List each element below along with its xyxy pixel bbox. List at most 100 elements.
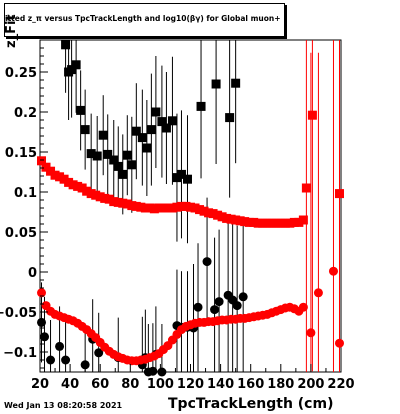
data-point-square [267,218,277,228]
x-tick-label: 160 [237,377,264,392]
data-point-square [41,162,51,172]
data-point-square [146,125,156,135]
data-point-square [55,172,65,182]
data-point-square [91,190,101,200]
y-axis-label: z_Fit [4,14,19,48]
data-point-square [98,130,108,140]
x-tick-label: 80 [121,377,139,392]
data-point-square [280,218,290,228]
data-point-circle [37,317,47,327]
data-point-square [161,123,171,133]
data-point-square [131,126,141,136]
data-point-square [190,203,200,213]
data-point-circle [214,297,224,307]
data-point-square [204,208,214,218]
data-point-square [231,78,241,88]
data-point-square [167,116,177,126]
data-point-circle [202,257,212,267]
data-point-square [258,218,268,228]
data-point-square [226,214,236,224]
data-point-square [334,189,344,199]
data-point-circle [334,338,344,348]
data-point-square [217,212,227,222]
data-point-circle [232,301,242,311]
data-point-circle [46,355,56,365]
data-point-square [140,203,150,213]
y-tick-label: 0 [28,266,37,281]
data-point-circle [157,367,167,377]
data-point-square [142,143,152,153]
data-point-square [77,183,87,193]
data-point-square [50,170,60,180]
data-point-square [95,192,105,202]
data-point-square [127,160,137,170]
data-point-square [86,189,96,199]
timestamp: Wed Jan 13 08:20:58 2021 [4,401,123,410]
data-point-square [67,65,77,75]
data-point-square [181,201,191,211]
x-tick-label: 140 [207,377,234,392]
data-point-square [109,197,119,207]
data-point-square [145,203,155,213]
data-point-square [109,155,119,165]
data-point-square [86,149,96,159]
data-point-square [80,125,90,135]
x-tick-label: 20 [31,377,49,392]
data-point-square [68,180,78,190]
x-tick-label: 180 [267,377,294,392]
x-tick-label: 220 [327,377,354,392]
data-point-square [136,202,146,212]
data-point-square [104,194,114,204]
data-point-square [213,210,223,220]
data-point-square [172,173,182,183]
data-point-square [195,205,205,215]
data-point-square [64,177,74,187]
data-point-square [262,218,272,228]
y-tick-label: 0.2 [14,106,37,121]
data-point-square [172,202,182,212]
data-point-square [176,201,186,211]
data-point-square [301,183,311,193]
data-point-square [103,149,113,159]
data-point-square [76,105,86,115]
x-tick-label: 200 [297,377,324,392]
data-point-square [225,113,235,123]
data-point-square [100,193,110,203]
data-point-square [208,209,218,219]
data-point-circle [37,288,47,298]
x-axis-label: TpcTrackLength (cm) [168,396,334,412]
x-tick-label: 40 [61,377,79,392]
y-tick-label: 0.15 [5,146,37,161]
data-point-square [163,203,173,213]
data-point-circle [94,348,104,358]
y-tick-label: 0.1 [14,186,37,201]
data-point-square [211,79,221,89]
data-point-square [276,218,286,228]
data-point-square [131,201,141,211]
data-point-square [196,101,206,111]
data-point-square [285,218,295,228]
data-point-square [231,215,241,225]
data-point-square [113,161,123,171]
data-point-square [235,216,245,226]
data-point-square [240,217,250,227]
x-tick-label: 60 [91,377,109,392]
data-point-square [244,217,254,227]
data-point-square [154,203,164,213]
x-tick-label: 100 [147,377,174,392]
data-point-circle [306,328,316,338]
data-point-square [118,198,128,208]
data-point-square [182,174,192,184]
data-point-square [59,174,69,184]
data-point-square [61,40,71,50]
data-point-square [73,181,83,191]
data-point-square [186,202,195,212]
y-tick-label: 0.25 [5,66,37,81]
data-point-circle [210,305,220,315]
title-box: itted z_π versus TpcTrackLength and log1… [4,3,285,37]
data-point-circle [55,341,65,351]
data-point-circle [298,302,308,312]
data-point-square [158,203,168,213]
